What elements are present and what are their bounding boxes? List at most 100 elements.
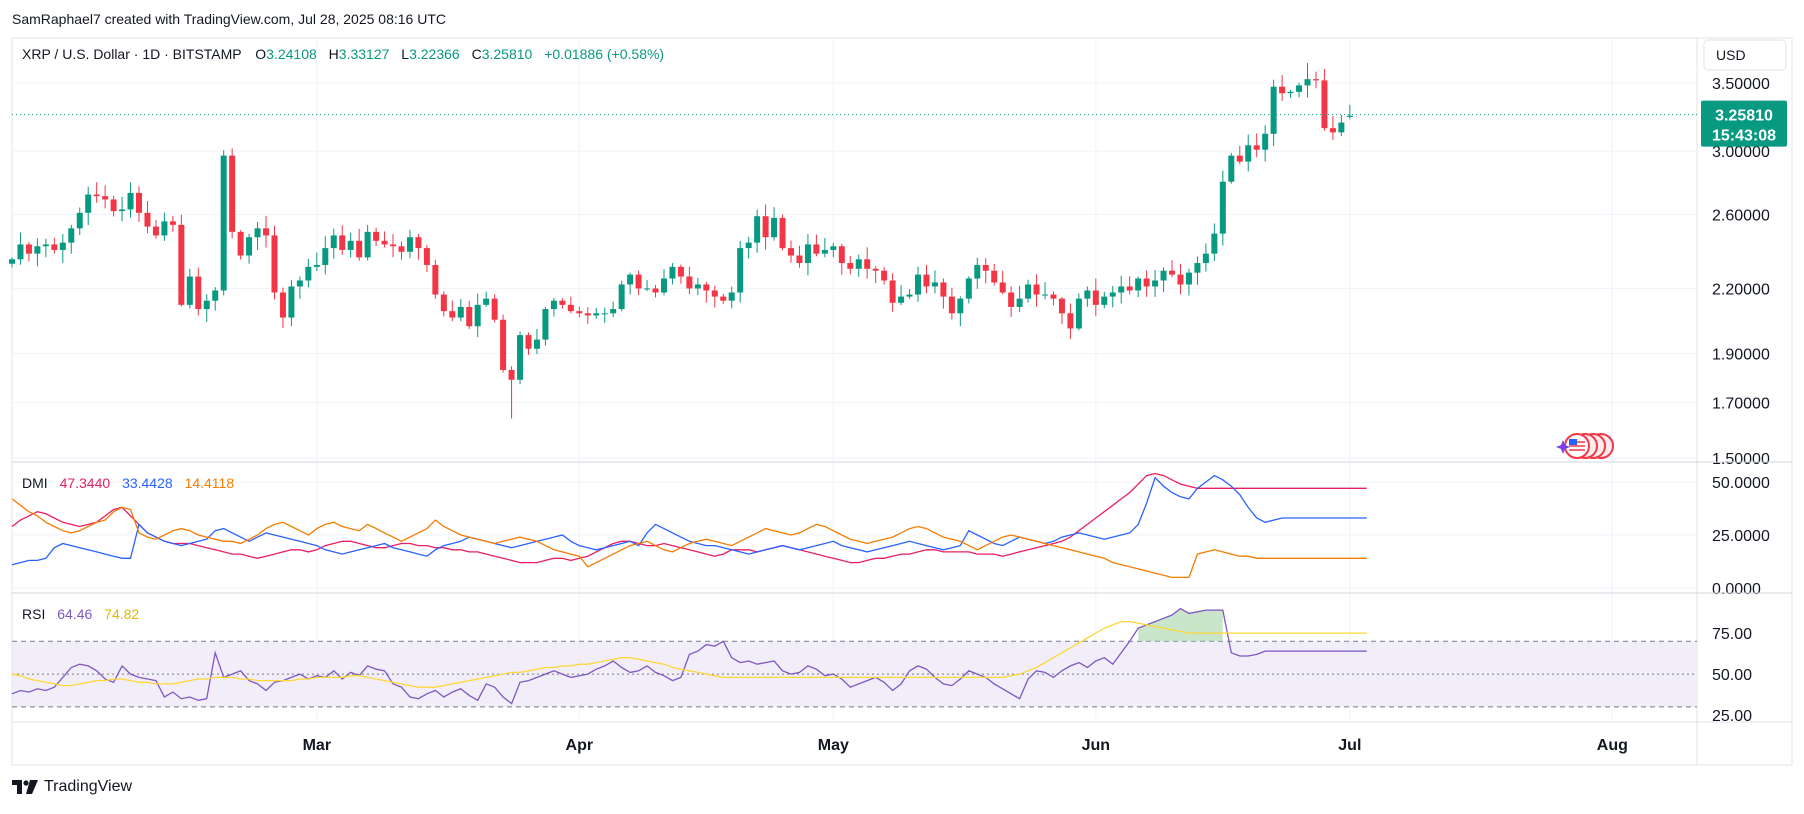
candle[interactable]	[229, 148, 236, 239]
candle[interactable]	[728, 286, 735, 309]
candle[interactable]	[1126, 276, 1133, 295]
candle[interactable]	[491, 294, 498, 323]
candle[interactable]	[711, 285, 718, 308]
candle[interactable]	[144, 200, 151, 234]
candle[interactable]	[1194, 256, 1201, 285]
candle[interactable]	[398, 241, 405, 260]
candle[interactable]	[1228, 152, 1235, 184]
candle[interactable]	[821, 238, 828, 258]
candle[interactable]	[889, 273, 896, 312]
candle[interactable]	[779, 214, 786, 251]
candle[interactable]	[313, 252, 320, 272]
plus-di-line[interactable]	[11, 474, 1367, 566]
candle[interactable]	[203, 294, 210, 322]
candle[interactable]	[1075, 293, 1082, 331]
candle[interactable]	[737, 241, 744, 303]
candle[interactable]	[1016, 286, 1023, 313]
candle[interactable]	[178, 214, 185, 307]
candle[interactable]	[1109, 285, 1116, 308]
candle[interactable]	[1270, 79, 1277, 147]
candle[interactable]	[660, 269, 667, 296]
candle[interactable]	[787, 240, 794, 263]
candle[interactable]	[423, 245, 430, 273]
candle[interactable]	[1084, 286, 1091, 307]
candle[interactable]	[550, 297, 557, 317]
candle[interactable]	[1025, 279, 1032, 303]
candle[interactable]	[440, 291, 447, 317]
candle[interactable]	[322, 236, 329, 275]
candle[interactable]	[457, 299, 464, 322]
rsi-pane[interactable]	[11, 607, 1697, 708]
candle[interactable]	[195, 267, 202, 316]
candle[interactable]	[466, 300, 473, 329]
candle[interactable]	[169, 216, 176, 233]
price-pane[interactable]	[9, 63, 1697, 419]
candle[interactable]	[686, 266, 693, 295]
candle[interactable]	[288, 280, 295, 327]
candle[interactable]	[296, 276, 303, 299]
candle[interactable]	[610, 301, 617, 318]
candle[interactable]	[500, 314, 507, 373]
candle[interactable]	[703, 281, 710, 303]
candle[interactable]	[1177, 263, 1184, 295]
candle[interactable]	[237, 230, 244, 260]
candle[interactable]	[601, 307, 608, 323]
candle[interactable]	[59, 234, 66, 263]
candle[interactable]	[525, 332, 532, 355]
candle[interactable]	[1169, 260, 1176, 278]
candle[interactable]	[381, 231, 388, 248]
candle[interactable]	[872, 266, 879, 284]
candle[interactable]	[618, 280, 625, 312]
candle[interactable]	[1253, 133, 1260, 158]
candle[interactable]	[432, 259, 439, 299]
candle[interactable]	[449, 300, 456, 322]
candle[interactable]	[855, 254, 862, 277]
candle[interactable]	[999, 270, 1006, 295]
candle[interactable]	[1296, 82, 1303, 98]
candle[interactable]	[1236, 145, 1243, 165]
candle[interactable]	[9, 257, 15, 268]
candle[interactable]	[948, 287, 955, 320]
candle[interactable]	[1143, 270, 1150, 297]
candle[interactable]	[483, 291, 490, 307]
tradingview-logo[interactable]: TradingView	[12, 778, 132, 796]
candle[interactable]	[991, 263, 998, 286]
candle[interactable]	[635, 270, 642, 296]
candle[interactable]	[474, 293, 481, 338]
candle[interactable]	[1219, 170, 1226, 246]
candle[interactable]	[1033, 274, 1040, 307]
candle[interactable]	[1346, 104, 1353, 120]
candle[interactable]	[1092, 278, 1099, 316]
candle[interactable]	[804, 234, 811, 276]
candle[interactable]	[644, 280, 651, 292]
minus-di-line[interactable]	[11, 498, 1367, 579]
candle[interactable]	[584, 307, 591, 324]
candle[interactable]	[576, 306, 583, 318]
candle[interactable]	[694, 277, 701, 296]
candle[interactable]	[127, 182, 134, 218]
candle[interactable]	[813, 234, 820, 257]
candle[interactable]	[305, 258, 312, 288]
candle[interactable]	[339, 225, 346, 255]
candle[interactable]	[898, 285, 905, 306]
candle[interactable]	[152, 220, 159, 239]
candle[interactable]	[957, 296, 964, 327]
candle[interactable]	[652, 284, 659, 298]
last-price-badge[interactable]: 3.25810 15:43:08	[1701, 100, 1787, 147]
candle[interactable]	[1312, 71, 1319, 89]
candle[interactable]	[279, 287, 286, 328]
candle[interactable]	[771, 207, 778, 241]
candle[interactable]	[881, 267, 888, 285]
candle[interactable]	[1202, 243, 1209, 272]
candle[interactable]	[1135, 276, 1142, 298]
candle[interactable]	[533, 328, 540, 355]
candle[interactable]	[1160, 267, 1167, 292]
candle[interactable]	[1211, 223, 1218, 261]
candle[interactable]	[923, 264, 930, 294]
candle[interactable]	[68, 224, 75, 254]
candle[interactable]	[915, 266, 922, 302]
candle[interactable]	[1287, 89, 1294, 98]
currency-button[interactable]: USD	[1703, 39, 1787, 71]
candle[interactable]	[720, 293, 727, 305]
